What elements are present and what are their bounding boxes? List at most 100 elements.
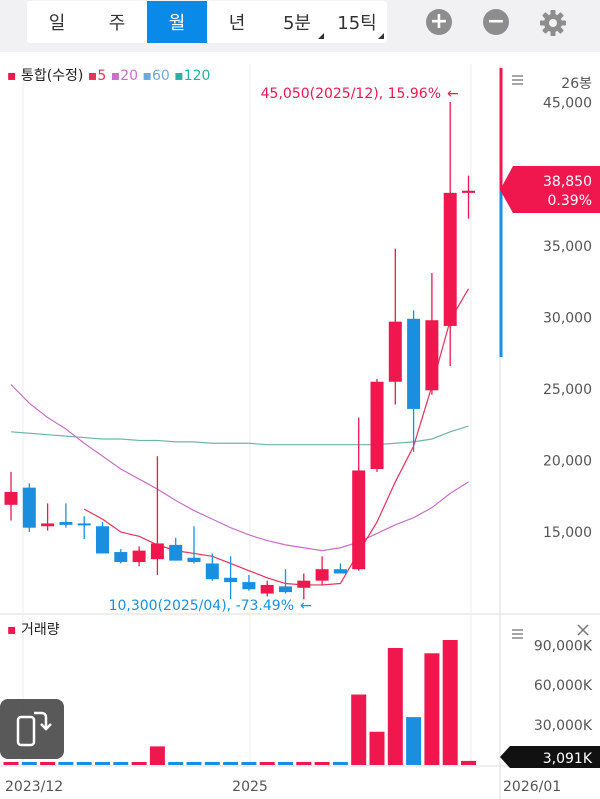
candle — [224, 556, 238, 600]
zoom-in-button[interactable]: + — [426, 9, 452, 35]
current-price-tag-shape — [500, 166, 600, 213]
x-tick-label: 2025 — [232, 779, 268, 795]
high-annotation: 45,050(2025/12), 15.96% — [261, 86, 441, 102]
volume-bar — [332, 762, 348, 765]
candle — [205, 553, 219, 581]
period-tab[interactable]: 일 — [48, 13, 66, 34]
price-tick-label: 45,000 — [543, 96, 592, 112]
volume-bar — [186, 762, 202, 765]
candle-body — [279, 586, 292, 593]
period-tab[interactable]: 5분 — [267, 1, 327, 43]
candle — [260, 580, 274, 597]
plus-circle-icon: + — [429, 9, 449, 34]
current-price-tag: 38,850 0.39% — [500, 166, 600, 213]
low-annotation: 10,300(2025/04), -73.49% — [109, 598, 294, 614]
candle — [315, 556, 329, 585]
candle — [462, 175, 475, 219]
candle-body — [443, 192, 457, 326]
close-icon — [577, 624, 589, 636]
candle-body — [297, 580, 311, 588]
rotate-screen-button[interactable] — [0, 699, 64, 759]
volume-bar — [406, 717, 422, 765]
current-volume-tag: 3,091K — [500, 746, 600, 768]
candle-body — [205, 563, 219, 580]
close-icon-stroke — [577, 624, 589, 636]
volume-bar — [296, 762, 312, 765]
price-tick-label: 20,000 — [543, 453, 592, 469]
ma20-line — [10, 384, 469, 552]
price-tick-label: 25,000 — [543, 382, 592, 398]
toolbar: 일 주 월 년 5분 15틱 + − — [0, 0, 600, 52]
candle-body — [169, 544, 183, 561]
candle — [114, 549, 128, 564]
candle-body — [41, 523, 55, 527]
current-price-value: 38,850 — [543, 174, 592, 190]
candle-body — [114, 552, 128, 563]
volume-bar — [241, 762, 257, 765]
period-tab[interactable]: 년 — [228, 13, 246, 34]
candle — [443, 102, 457, 367]
volume-tick-label: 60,000K — [534, 678, 593, 694]
high-arrow: ← — [447, 86, 459, 102]
menu-icon — [512, 629, 523, 639]
x-tick-label: 2023/12 — [5, 779, 63, 795]
volume-bars — [3, 640, 476, 765]
volume-tick-label: 30,000K — [534, 718, 593, 734]
volume-bar — [113, 762, 129, 765]
period-tab[interactable]: 15틱 — [327, 1, 387, 43]
volume-bar — [21, 762, 37, 765]
candle — [132, 546, 146, 567]
candle-body — [96, 526, 109, 554]
candle-body — [242, 582, 256, 590]
price-legend: ▪ 통합(수정) ▪5 ▪20 ▪60 ▪120 — [7, 68, 210, 84]
gear-icon — [540, 10, 566, 36]
volume-bar — [387, 647, 403, 765]
candle-body — [352, 470, 366, 570]
volume-bar — [442, 640, 458, 765]
current-price-change: 0.39% — [548, 193, 592, 209]
ma5-line — [83, 288, 470, 586]
candle-body — [260, 584, 274, 594]
candle — [333, 563, 347, 574]
volume-bar — [95, 762, 110, 765]
candle — [407, 310, 421, 452]
volume-bar — [259, 762, 275, 765]
price-tick-label: 30,000 — [543, 310, 592, 326]
volume-bar — [223, 762, 239, 765]
candle-body — [132, 550, 146, 563]
candle-body — [425, 320, 439, 391]
x-tick-label: 2026/01 — [503, 779, 561, 795]
candle-body — [315, 569, 329, 581]
candle — [22, 483, 36, 532]
moving-average-lines — [10, 288, 470, 586]
candle — [169, 537, 183, 561]
current-volume-value: 3,091K — [543, 751, 593, 767]
current-volume-tag-shape — [500, 746, 600, 768]
candle-body — [388, 321, 402, 382]
candle — [96, 521, 109, 554]
period-tab[interactable]: 월 — [147, 1, 207, 43]
volume-bar — [424, 653, 440, 765]
candle-body — [462, 190, 475, 193]
candle-body — [150, 543, 164, 560]
zoom-out-button[interactable]: − — [483, 9, 509, 35]
candle — [41, 503, 55, 531]
overlays: ▪ 통합(수정) ▪5 ▪20 ▪60 ▪120 ▪ 거래량 26봉 45,050(… — [7, 68, 600, 768]
candle-body — [407, 318, 421, 409]
candle-body — [22, 487, 36, 528]
low-arrow: ← — [300, 598, 312, 614]
candle — [4, 471, 18, 521]
candlesticks — [4, 102, 475, 600]
price-tick-label: 35,000 — [543, 239, 592, 255]
settings-button[interactable] — [538, 8, 568, 38]
candle-body — [333, 569, 347, 574]
period-tab[interactable]: 주 — [108, 13, 126, 34]
stock-chart[interactable]: 15,00020,00025,00030,00035,00040,00045,0… — [0, 52, 600, 799]
candle — [297, 573, 311, 600]
volume-bar — [278, 762, 293, 765]
axes: 15,00020,00025,00030,00035,00040,00045,0… — [5, 96, 593, 795]
volume-bar — [149, 746, 165, 765]
volume-bar — [168, 762, 184, 765]
volume-bar — [351, 694, 367, 765]
rotate-icon — [16, 711, 52, 747]
